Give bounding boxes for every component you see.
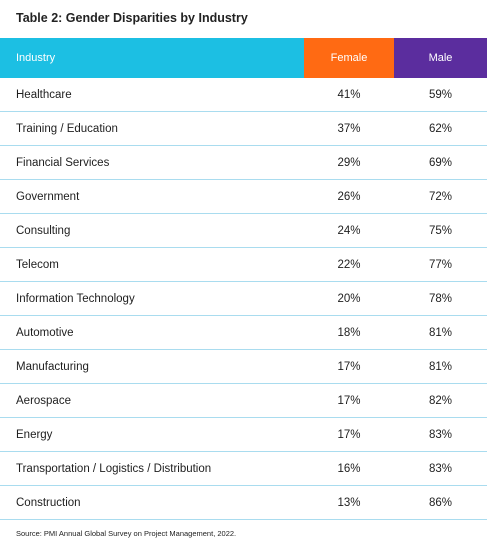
industry-cell: Construction [16, 496, 81, 509]
industry-cell: Training / Education [16, 122, 118, 135]
male-cell: 78% [428, 292, 453, 305]
industry-cell: Automotive [16, 326, 74, 339]
female-cell: 37% [337, 122, 361, 135]
male-cell: 69% [428, 156, 453, 169]
industry-cell: Energy [16, 428, 53, 441]
table-row: Information Technology 20% 78% [0, 282, 487, 316]
industry-cell: Telecom [16, 258, 59, 271]
male-cell: 72% [428, 190, 453, 203]
female-cell: 17% [337, 360, 361, 373]
header-female: Female [304, 38, 394, 78]
table-title: Table 2: Gender Disparities by Industry [16, 11, 248, 25]
header-industry: Industry [0, 38, 304, 78]
male-cell: 75% [428, 224, 453, 237]
industry-cell: Government [16, 190, 80, 203]
male-cell: 81% [428, 326, 453, 339]
female-cell: 16% [337, 462, 361, 475]
female-cell: 18% [337, 326, 361, 339]
male-cell: 59% [428, 88, 453, 101]
source-note: Source: PMI Annual Global Survey on Proj… [16, 529, 237, 538]
female-cell: 24% [337, 224, 361, 237]
table-row: Aerospace 17% 82% [0, 384, 487, 418]
industry-cell: Manufacturing [16, 360, 89, 373]
industry-cell: Transportation / Logistics / Distributio… [16, 462, 212, 475]
table-row: Automotive 18% 81% [0, 316, 487, 350]
table-row: Financial Services 29% 69% [0, 146, 487, 180]
table-header-row: Industry Female Male [0, 38, 487, 78]
table-row: Training / Education 37% 62% [0, 112, 487, 146]
female-cell: 17% [337, 394, 361, 407]
male-cell: 83% [428, 462, 453, 475]
female-cell: 20% [337, 292, 361, 305]
female-cell: 13% [337, 496, 361, 509]
table-row: Healthcare 41% 59% [0, 78, 487, 112]
industry-cell: Information Technology [16, 292, 135, 305]
industry-cell: Consulting [16, 224, 71, 237]
header-male: Male [394, 38, 487, 78]
industry-cell: Healthcare [16, 88, 72, 101]
table-row: Manufacturing 17% 81% [0, 350, 487, 384]
male-cell: 86% [428, 496, 453, 509]
male-cell: 82% [428, 394, 453, 407]
industry-cell: Financial Services [16, 156, 110, 169]
table-row: Construction 13% 86% [0, 486, 487, 520]
table-row: Energy 17% 83% [0, 418, 487, 452]
table-row: Consulting 24% 75% [0, 214, 487, 248]
male-cell: 83% [428, 428, 453, 441]
female-cell: 26% [337, 190, 361, 203]
female-cell: 41% [337, 88, 361, 101]
table-body: Healthcare 41% 59% Training / Education 37% 6… [0, 78, 487, 520]
table-row: Government 26% 72% [0, 180, 487, 214]
male-cell: 77% [428, 258, 453, 271]
male-cell: 81% [428, 360, 453, 373]
table-row: Telecom 22% 77% [0, 248, 487, 282]
gender-disparities-table: Industry Female Male Healthcare 41% 59% Tra… [0, 38, 487, 520]
female-cell: 22% [337, 258, 361, 271]
male-cell: 62% [428, 122, 453, 135]
female-cell: 29% [337, 156, 361, 169]
female-cell: 17% [337, 428, 361, 441]
industry-cell: Aerospace [16, 394, 71, 407]
table-row: Transportation / Logistics / Distributio… [0, 452, 487, 486]
